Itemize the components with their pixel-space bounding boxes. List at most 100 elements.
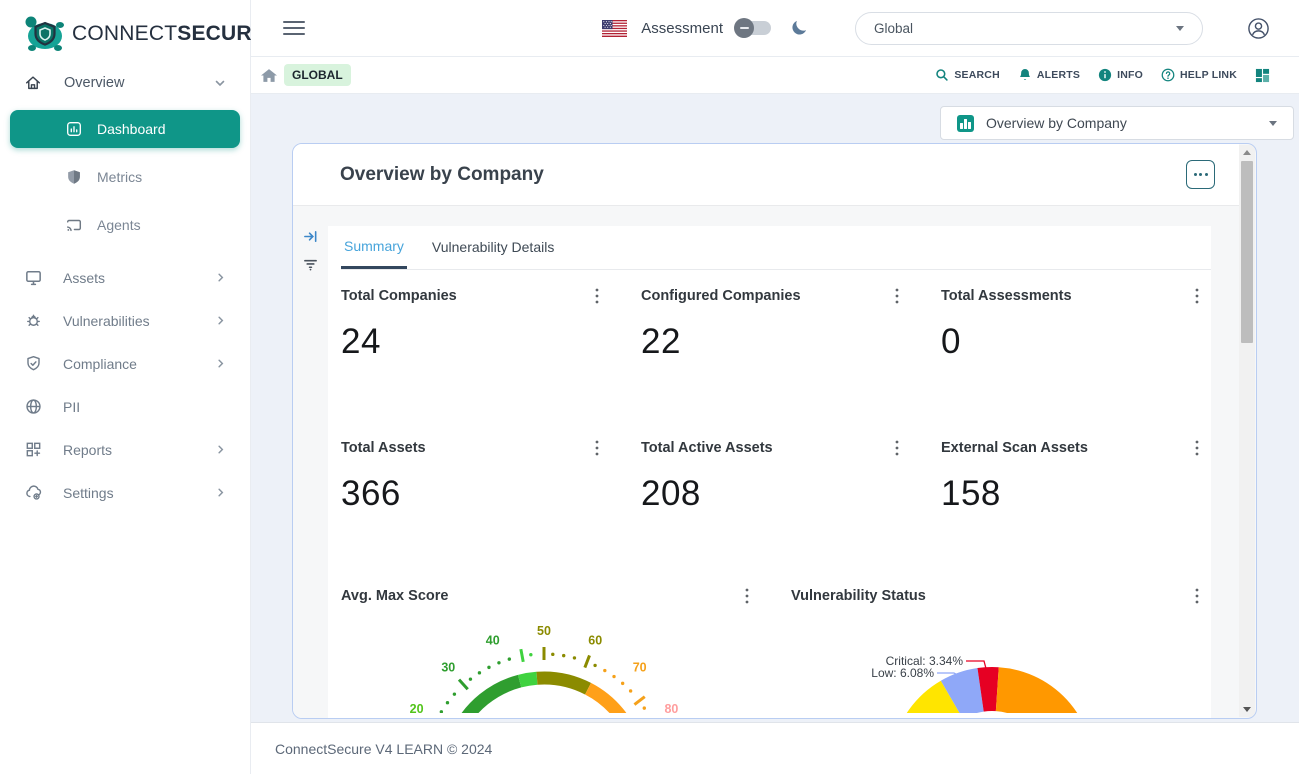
svg-text:30: 30 <box>441 661 455 675</box>
stat-label: Configured Companies <box>641 288 801 304</box>
cast-icon <box>65 216 83 234</box>
chart-title: Vulnerability Status <box>791 588 926 604</box>
tab-vulnerability-details[interactable]: Vulnerability Details <box>429 225 557 269</box>
dark-mode-moon-icon[interactable] <box>789 18 809 38</box>
stat-external-scan-assets: External Scan Assets 158 <box>941 438 1211 572</box>
stat-value: 208 <box>641 474 941 514</box>
shield-check-icon <box>24 354 43 373</box>
home-icon <box>24 74 42 92</box>
sidebar-item-dashboard[interactable]: Dashboard <box>10 110 240 148</box>
cloud-settings-icon <box>24 483 43 502</box>
app-footer: ConnectSecure V4 LEARN © 2024 <box>251 722 1299 774</box>
chevron-right-icon <box>215 487 226 498</box>
sidebar-item-label: Metrics <box>97 169 142 185</box>
sidebar-item-pii[interactable]: PII <box>0 385 250 428</box>
stat-total-assessments: Total Assessments 0 <box>941 286 1211 420</box>
svg-text:70: 70 <box>633 661 647 675</box>
scrollbar-thumb[interactable] <box>1241 161 1253 343</box>
sidebar-item-vulnerabilities[interactable]: Vulnerabilities <box>0 299 250 342</box>
gauge-chart: Avg. Max Score 20304050607080 <box>341 586 791 713</box>
select-caret-icon <box>1269 121 1277 126</box>
kebab-menu-icon[interactable] <box>593 438 601 458</box>
stat-label: Total Assets <box>341 440 426 456</box>
widget-select[interactable]: Overview by Company <box>940 106 1294 140</box>
reports-grid-icon <box>24 440 43 459</box>
info-button[interactable]: INFO <box>1098 68 1143 82</box>
collapse-panel-icon[interactable] <box>303 229 318 244</box>
breadcrumb-home-icon[interactable] <box>261 68 277 83</box>
sidebar-item-compliance[interactable]: Compliance <box>0 342 250 385</box>
app-sidebar: CONNECTSECURE Overview Dashboard Metrics <box>0 0 251 774</box>
dashboard-viewport: Overview by Company Summary <box>292 143 1257 719</box>
sidebar-item-label: Dashboard <box>97 121 166 137</box>
chevron-right-icon <box>215 272 226 283</box>
kebab-menu-icon[interactable] <box>893 286 901 306</box>
donut-chart: Vulnerability Status Critical: 3.34%Low:… <box>791 586 1241 713</box>
hamburger-menu-button[interactable] <box>283 17 305 39</box>
stat-value: 24 <box>341 322 641 362</box>
sidebar-item-label: Reports <box>63 442 215 458</box>
sidebar-item-reports[interactable]: Reports <box>0 428 250 471</box>
svg-text:50: 50 <box>537 624 551 638</box>
kebab-menu-icon[interactable] <box>1193 286 1201 306</box>
tab-bar: Summary Vulnerability Details <box>341 226 1211 270</box>
gauge-svg: 20304050607080 <box>341 609 762 713</box>
sidebar-item-metrics[interactable]: Metrics <box>10 158 240 196</box>
chevron-down-icon <box>214 77 226 89</box>
side-gutter <box>293 206 328 718</box>
topbar: Assessment Global <box>251 0 1299 57</box>
kebab-menu-icon[interactable] <box>893 438 901 458</box>
globe-icon <box>24 397 43 416</box>
sidebar-item-label: Agents <box>97 217 141 233</box>
assessment-toggle[interactable] <box>737 21 771 35</box>
kebab-menu-icon[interactable] <box>743 586 751 606</box>
summary-panel: Summary Vulnerability Details Total Comp… <box>328 226 1211 719</box>
overview-card: Overview by Company Summary <box>293 144 1239 718</box>
bar-chart-icon <box>957 115 974 132</box>
sidebar-item-settings[interactable]: Settings <box>0 471 250 514</box>
sidebar-item-agents[interactable]: Agents <box>10 206 240 244</box>
svg-text:60: 60 <box>588 633 602 647</box>
widget-grid-button[interactable] <box>1255 68 1270 83</box>
bug-icon <box>24 311 43 330</box>
us-flag-icon[interactable] <box>602 20 627 37</box>
scroll-up-button[interactable] <box>1239 145 1255 160</box>
charts-row: Avg. Max Score 20304050607080 Vulnerabil… <box>341 586 1211 713</box>
monitor-icon <box>24 268 43 287</box>
card-more-button[interactable] <box>1186 160 1215 189</box>
kebab-menu-icon[interactable] <box>1193 586 1201 606</box>
user-account-button[interactable] <box>1247 17 1270 40</box>
sidebar-item-overview[interactable]: Overview <box>0 66 250 100</box>
kebab-menu-icon[interactable] <box>1193 438 1201 458</box>
search-button[interactable]: SEARCH <box>935 68 1000 82</box>
brand-name: CONNECTSECURE <box>72 22 266 46</box>
help-link-button[interactable]: HELP LINK <box>1161 68 1237 82</box>
info-icon <box>1098 68 1112 82</box>
turtle-logo-icon <box>22 11 68 57</box>
tab-summary[interactable]: Summary <box>341 225 407 269</box>
company-scope-select[interactable]: Global <box>855 12 1203 45</box>
card-title: Overview by Company <box>340 164 544 186</box>
alerts-button[interactable]: ALERTS <box>1018 68 1080 82</box>
scope-badge[interactable]: GLOBAL <box>284 64 351 86</box>
sidebar-item-label: PII <box>63 399 226 415</box>
footer-text: ConnectSecure V4 LEARN © 2024 <box>275 741 492 757</box>
chevron-right-icon <box>215 315 226 326</box>
sidebar-item-assets[interactable]: Assets <box>0 256 250 299</box>
select-caret-icon <box>1176 26 1184 31</box>
brand-logo: CONNECTSECURE <box>0 0 250 58</box>
svg-text:80: 80 <box>664 702 678 713</box>
dashboard-icon <box>65 120 83 138</box>
chart-title: Avg. Max Score <box>341 588 448 604</box>
sidebar-item-label: Overview <box>64 75 214 91</box>
stat-value: 366 <box>341 474 641 514</box>
stat-value: 158 <box>941 474 1211 514</box>
filter-icon[interactable] <box>303 256 318 271</box>
kebab-menu-icon[interactable] <box>593 286 601 306</box>
help-icon <box>1161 68 1175 82</box>
donut-svg: Critical: 3.34%Low: 6.08% <box>791 609 1212 713</box>
stat-label: Total Assessments <box>941 288 1072 304</box>
sidebar-item-label: Assets <box>63 270 215 286</box>
scroll-down-button[interactable] <box>1239 702 1255 717</box>
card-scrollbar[interactable] <box>1239 145 1255 717</box>
